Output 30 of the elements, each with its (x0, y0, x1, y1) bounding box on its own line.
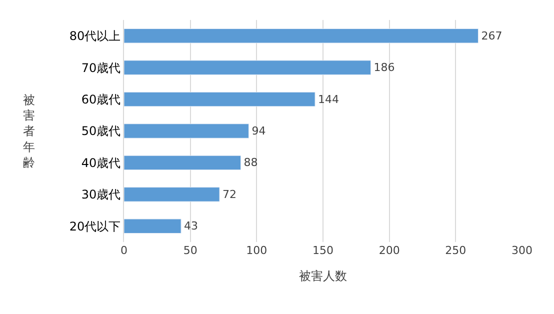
data-label: 186 (374, 61, 395, 74)
data-label: 267 (481, 29, 502, 42)
x-tick-label: 150 (312, 244, 334, 257)
y-axis-title: 被害者年齢 (23, 93, 35, 170)
bar (124, 60, 372, 75)
bar (124, 28, 478, 44)
y-tick-label: 80代以上 (69, 29, 121, 44)
x-tick-label: 250 (445, 244, 466, 257)
y-tick-label: 70歳代 (81, 60, 121, 75)
x-tick-label: 0 (120, 244, 128, 257)
bar (124, 218, 182, 234)
data-label: 43 (184, 220, 198, 233)
data-label: 144 (318, 92, 340, 106)
x-tick-label: 100 (246, 244, 268, 257)
x-axis-title: 被害人数 (299, 268, 347, 283)
bar (124, 187, 220, 202)
data-label: 94 (252, 124, 266, 138)
x-tick-label: 50 (183, 244, 198, 257)
x-tick-label: 200 (378, 244, 400, 257)
y-tick-label: 50歳代 (81, 124, 121, 138)
y-tick-label: 30歳代 (81, 188, 121, 202)
y-tick-label: 40歳代 (81, 156, 121, 170)
y-tick-label: 60歳代 (81, 92, 121, 106)
bar (124, 124, 249, 138)
y-tick-label: 20代以下 (69, 219, 121, 234)
x-tick-label: 300 (512, 244, 532, 257)
bar (124, 92, 316, 107)
data-label: 72 (222, 188, 237, 201)
data-label: 88 (244, 156, 258, 170)
bar (124, 155, 241, 170)
